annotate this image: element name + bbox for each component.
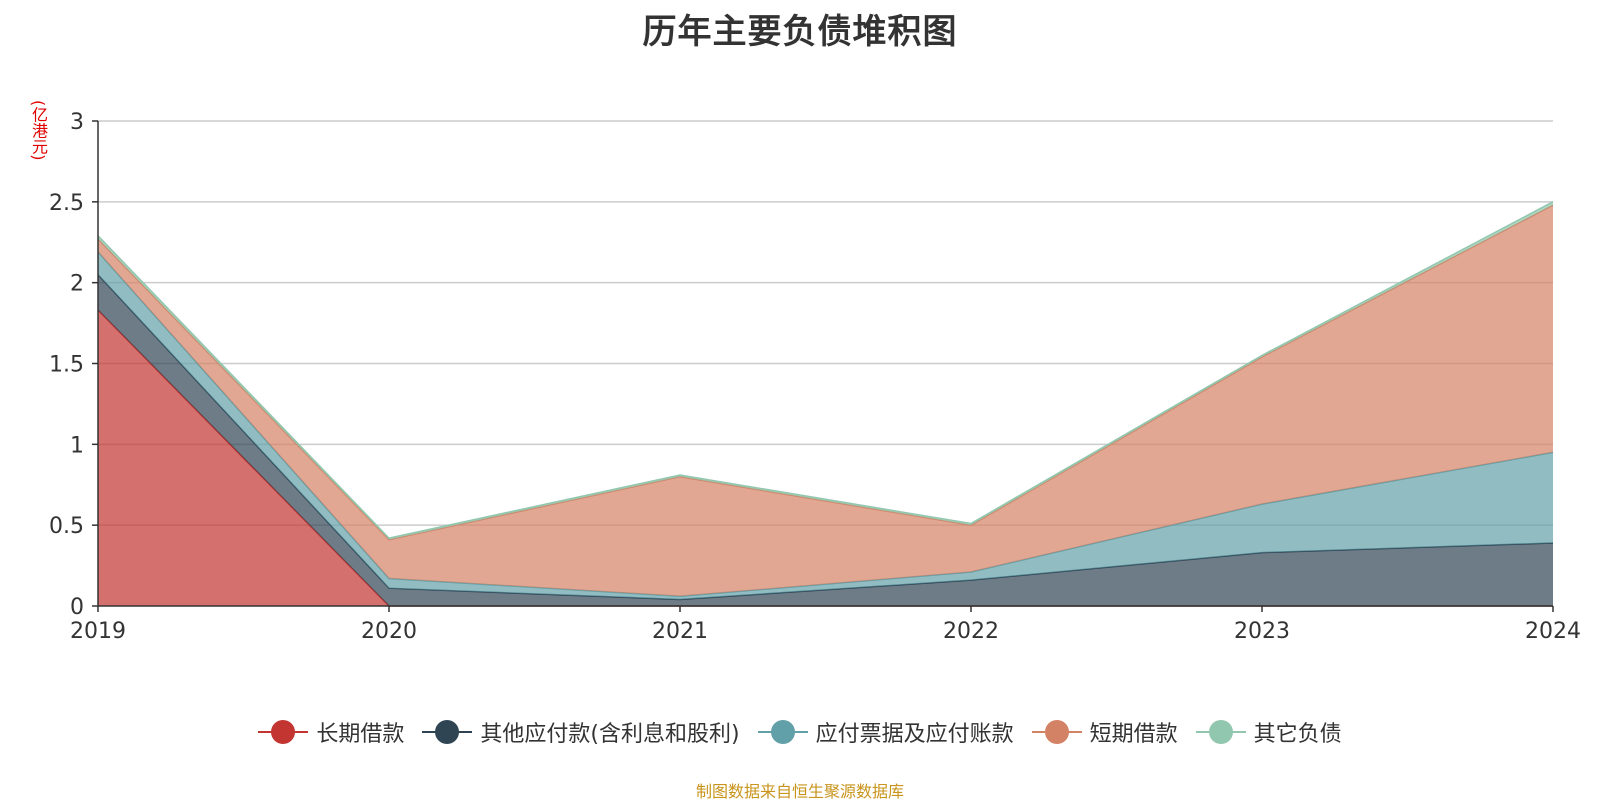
y-tick-label: 3 [70,110,84,135]
x-tick-label: 2020 [361,619,417,644]
legend-item[interactable]: 其他应付款(含利息和股利) [422,716,740,748]
legend-item[interactable]: 短期借款 [1031,716,1178,748]
legend-marker-icon [1195,720,1246,744]
area-series-2 [98,274,1553,606]
area-series-4 [98,205,1553,597]
x-tick-label: 2023 [1234,619,1290,644]
y-tick-label: 0 [70,595,84,620]
legend-label: 短期借款 [1089,722,1178,747]
chart-title: 历年主要负债堆积图 [642,12,958,52]
y-tick-label: 0.5 [49,514,84,539]
y-tick-label: 1.5 [49,353,84,378]
legend: 长期借款 其他应付款(含利息和股利) 应付票据及应付账款 短期借款 其它负债 [0,716,1600,748]
y-tick-label: 1 [70,433,84,458]
x-tick-label: 2019 [70,619,126,644]
legend-label: 应付票据及应付账款 [815,722,1014,747]
y-axis-unit-label: (亿港元) [29,100,48,161]
legend-marker-icon [1031,720,1082,744]
line-series-5 [97,201,1554,539]
legend-label: 其他应付款(含利息和股利) [480,722,740,747]
legend-marker-icon [757,720,808,744]
legend-label: 长期借款 [316,722,405,747]
legend-marker-icon [258,720,309,744]
source-note: 制图数据来自恒生聚源数据库 [695,782,904,801]
legend-item[interactable]: 其它负债 [1195,716,1342,748]
x-tick-label: 2024 [1525,619,1581,644]
x-tick-label: 2022 [943,619,999,644]
legend-item[interactable]: 应付票据及应付账款 [757,716,1014,748]
y-tick-label: 2 [70,272,84,297]
legend-item[interactable]: 长期借款 [258,716,404,748]
legend-label: 其它负债 [1253,722,1342,747]
legend-marker-icon [422,720,473,744]
x-tick-label: 2021 [652,619,708,644]
area-series-1 [98,310,1553,606]
y-tick-label: 2.5 [49,191,84,216]
area-chart-plot: 0 0.5 1 1.5 2 2.5 3 2019 2020 2021 2022 2023 2024 [49,110,1581,644]
